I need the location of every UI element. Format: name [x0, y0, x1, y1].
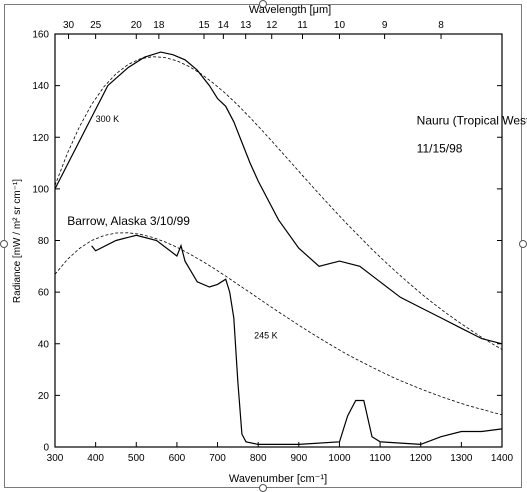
x-tick-label: 900: [290, 453, 307, 464]
top-tick-label: 25: [90, 20, 102, 31]
selection-handle-top[interactable]: [259, 0, 267, 8]
top-tick-label: 20: [131, 20, 143, 31]
y-tick-label: 160: [32, 30, 49, 41]
x-tick-label: 800: [250, 453, 267, 464]
annotation-label: 245 K: [254, 331, 278, 341]
x-tick-label: 300: [47, 453, 64, 464]
selection-handle-left[interactable]: [0, 240, 8, 248]
annotation-label: Nauru (Tropical Western Pacific): [417, 113, 527, 127]
top-tick-label: 30: [63, 20, 75, 31]
annotation-label: 11/15/98: [417, 142, 463, 156]
top-tick-label: 13: [240, 20, 252, 31]
top-tick-label: 8: [438, 20, 444, 31]
y-tick-label: 40: [38, 339, 50, 350]
x-tick-label: 1100: [369, 453, 391, 464]
series-line-4: [54, 232, 503, 416]
y-axis-label: Radiance [mW / m² sr cm⁻¹]: [12, 179, 23, 303]
annotation-label: 300 K: [96, 114, 120, 124]
top-axis-label: Wavelength [μm]: [249, 4, 331, 16]
plot-frame: [54, 33, 503, 448]
y-tick-label: 20: [38, 391, 50, 402]
annotation-label: Barrow, Alaska 3/10/99: [67, 214, 190, 228]
series-line-1: [54, 51, 503, 345]
y-tick-label: 100: [32, 184, 49, 195]
top-tick-label: 18: [153, 20, 165, 31]
x-tick-label: 1400: [491, 453, 514, 464]
y-tick-label: 60: [38, 288, 50, 299]
series-line-2: [91, 234, 503, 446]
y-tick-label: 80: [38, 236, 50, 247]
x-axis-label: Wavenumber [cm⁻¹]: [229, 473, 327, 485]
x-tick-label: 1300: [450, 453, 473, 464]
y-tick-label: 140: [32, 81, 49, 92]
top-tick-label: 9: [382, 20, 388, 31]
top-tick-label: 15: [198, 20, 210, 31]
series-line-3: [54, 56, 503, 350]
x-tick-label: 400: [87, 453, 104, 464]
top-tick-label: 12: [266, 20, 278, 31]
x-tick-label: 1000: [328, 453, 351, 464]
y-tick-label: 120: [32, 133, 49, 144]
x-tick-label: 700: [209, 453, 226, 464]
top-tick-label: 14: [218, 20, 230, 31]
x-tick-label: 1200: [410, 453, 433, 464]
x-tick-label: 600: [169, 453, 186, 464]
x-tick-label: 500: [128, 453, 145, 464]
top-tick-label: 11: [297, 20, 308, 31]
y-tick-label: 0: [43, 443, 49, 454]
top-tick-label: 10: [334, 20, 346, 31]
